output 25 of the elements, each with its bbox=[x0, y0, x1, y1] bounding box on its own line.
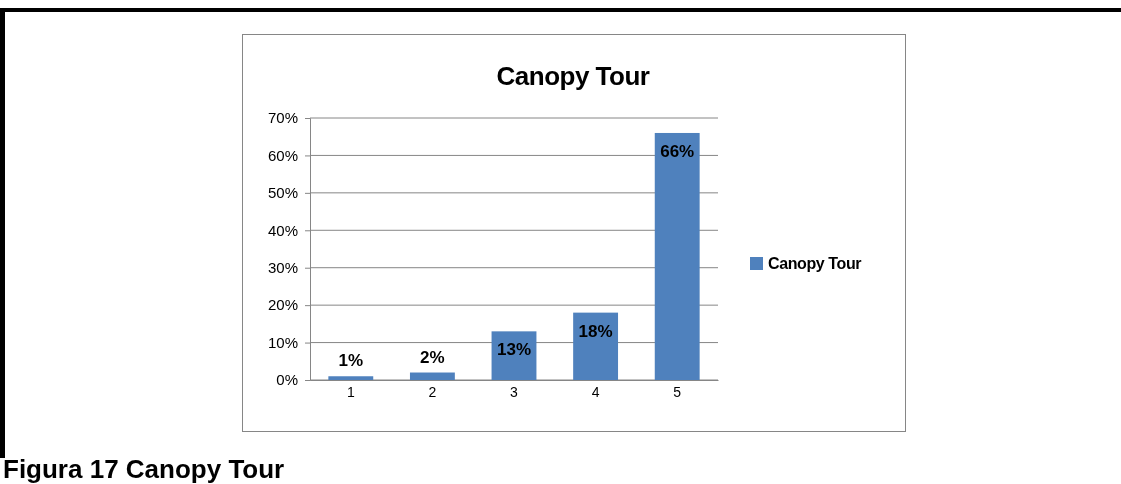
bar bbox=[409, 372, 455, 380]
x-tick-label: 1 bbox=[346, 384, 355, 400]
x-tick-label: 4 bbox=[591, 384, 600, 400]
data-label: 13% bbox=[496, 340, 532, 360]
data-label: 2% bbox=[420, 347, 445, 367]
y-tick-label: 40% bbox=[267, 221, 298, 239]
bar bbox=[654, 132, 700, 380]
x-tick-label: 3 bbox=[510, 384, 519, 400]
data-label: 1% bbox=[338, 351, 364, 371]
y-tick-label: 30% bbox=[267, 259, 298, 277]
legend-label: Canopy Tour bbox=[768, 255, 862, 272]
y-tick-label: 0% bbox=[276, 371, 298, 389]
y-tick-label: 60% bbox=[267, 146, 298, 164]
chart-title: Canopy Tour bbox=[496, 61, 650, 91]
x-tick-label: 5 bbox=[673, 384, 682, 400]
bar bbox=[573, 312, 619, 380]
y-tick-label: 50% bbox=[267, 184, 298, 202]
y-tick-label: 70% bbox=[267, 109, 298, 127]
y-tick-label: 10% bbox=[267, 333, 298, 351]
data-label: 66% bbox=[660, 141, 695, 161]
y-tick-label: 20% bbox=[267, 296, 298, 314]
bar bbox=[328, 376, 374, 380]
text: Figura 17 Canopy Tour bbox=[3, 454, 285, 484]
data-label: 18% bbox=[578, 321, 613, 341]
x-tick-label: 2 bbox=[428, 384, 437, 400]
